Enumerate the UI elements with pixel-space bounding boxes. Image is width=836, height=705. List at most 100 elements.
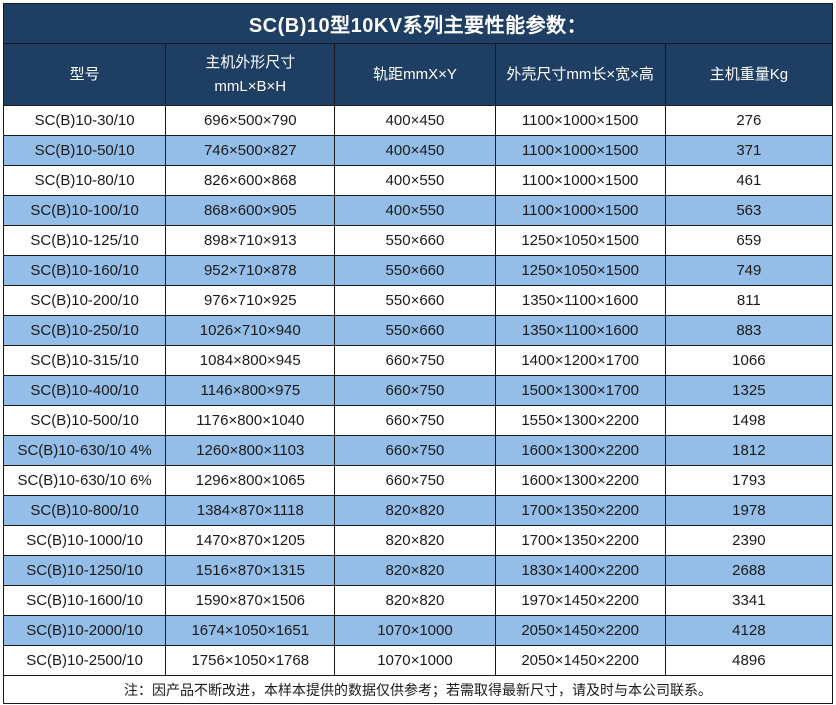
column-header-3: 外壳尺寸mm长×宽×高 xyxy=(494,43,666,106)
table-cell: 550×660 xyxy=(334,255,496,286)
table-row: SC(B)10-100/10 868×600×905 400×550 1100×100… xyxy=(2,195,834,226)
table-cell: 1400×1200×1700 xyxy=(494,345,666,376)
table-cell: SC(B)10-630/10 6% xyxy=(2,465,167,496)
table-cell: SC(B)10-200/10 xyxy=(2,285,167,316)
table-cell: 1384×870×1118 xyxy=(165,495,336,526)
table-cell: 952×710×878 xyxy=(165,255,336,286)
footnote: 注：因产品不断改进，本样本提供的数据仅供参考；若需取得最新尺寸，请及时与本公司联… xyxy=(3,675,833,704)
table-row: SC(B)10-1000/10 1470×870×1205 820×820 1700×… xyxy=(2,525,834,556)
table-row: SC(B)10-30/10 696×500×790 400×450 1100×1000… xyxy=(2,105,834,136)
table-cell: 1026×710×940 xyxy=(165,315,336,346)
spec-sheet: SC(B)10型10KV系列主要性能参数： 型号 主机外形尺寸 mmL×B×H 轨距… xyxy=(2,3,834,704)
table-cell: 1100×1000×1500 xyxy=(494,135,666,166)
column-header-1: 主机外形尺寸 mmL×B×H xyxy=(165,43,336,106)
table-cell: 550×660 xyxy=(334,225,496,256)
table-cell: 1700×1350×2200 xyxy=(494,495,666,526)
table-cell: 660×750 xyxy=(334,375,496,406)
table-cell: 1100×1000×1500 xyxy=(494,165,666,196)
table-cell: 276 xyxy=(664,105,834,136)
table-cell: 1350×1100×1600 xyxy=(494,315,666,346)
table-cell: SC(B)10-400/10 xyxy=(2,375,167,406)
table-cell: 746×500×827 xyxy=(165,135,336,166)
table-cell: 1070×1000 xyxy=(334,615,496,646)
table-cell: 1250×1050×1500 xyxy=(494,225,666,256)
table-cell: 1978 xyxy=(664,495,834,526)
table-cell: 868×600×905 xyxy=(165,195,336,226)
table-cell: 696×500×790 xyxy=(165,105,336,136)
table-cell: 550×660 xyxy=(334,315,496,346)
table-cell: SC(B)10-50/10 xyxy=(2,135,167,166)
table-cell: 898×710×913 xyxy=(165,225,336,256)
table-cell: 1700×1350×2200 xyxy=(494,525,666,556)
table-cell: 400×550 xyxy=(334,195,496,226)
page-title: SC(B)10型10KV系列主要性能参数： xyxy=(3,3,833,44)
table-cell: 1550×1300×2200 xyxy=(494,405,666,436)
table-row: SC(B)10-500/10 1176×800×1040 660×750 1550×1… xyxy=(2,405,834,436)
table-cell: SC(B)10-1600/10 xyxy=(2,585,167,616)
title-row: SC(B)10型10KV系列主要性能参数： xyxy=(3,3,833,44)
table-cell: 2688 xyxy=(664,555,834,586)
table-cell: 1350×1100×1600 xyxy=(494,285,666,316)
table-header-row: 型号 主机外形尺寸 mmL×B×H 轨距mmX×Y 外壳尺寸mm长×宽×高 主机重量Kg xyxy=(2,43,834,106)
table-cell: 883 xyxy=(664,315,834,346)
table-cell: SC(B)10-2500/10 xyxy=(2,645,167,676)
table-cell: 1590×870×1506 xyxy=(165,585,336,616)
note-row: 注：因产品不断改进，本样本提供的数据仅供参考；若需取得最新尺寸，请及时与本公司联… xyxy=(3,675,833,704)
table-cell: SC(B)10-125/10 xyxy=(2,225,167,256)
table-cell: 1516×870×1315 xyxy=(165,555,336,586)
table-cell: 1674×1050×1651 xyxy=(165,615,336,646)
table-cell: 820×820 xyxy=(334,555,496,586)
table-cell: 1600×1300×2200 xyxy=(494,465,666,496)
spec-table: SC(B)10型10KV系列主要性能参数： 型号 主机外形尺寸 mmL×B×H 轨距… xyxy=(2,3,834,704)
table-row: SC(B)10-400/10 1146×800×975 660×750 1500×13… xyxy=(2,375,834,406)
table-cell: SC(B)10-30/10 xyxy=(2,105,167,136)
column-header-2: 轨距mmX×Y xyxy=(334,43,496,106)
table-cell: 1793 xyxy=(664,465,834,496)
table-row: SC(B)10-80/10 826×600×868 400×550 1100×1000… xyxy=(2,165,834,196)
table-cell: SC(B)10-500/10 xyxy=(2,405,167,436)
table-cell: 820×820 xyxy=(334,525,496,556)
table-cell: 749 xyxy=(664,255,834,286)
table-cell: 660×750 xyxy=(334,435,496,466)
table-row: SC(B)10-160/10 952×710×878 550×660 1250×105… xyxy=(2,255,834,286)
table-row: SC(B)10-250/10 1026×710×940 550×660 1350×11… xyxy=(2,315,834,346)
column-header-0: 型号 xyxy=(2,43,167,106)
table-cell: SC(B)10-1000/10 xyxy=(2,525,167,556)
table-row: SC(B)10-1250/10 1516×870×1315 820×820 1830×… xyxy=(2,555,834,586)
table-cell: 2390 xyxy=(664,525,834,556)
table-cell: 400×450 xyxy=(334,105,496,136)
table-cell: 820×820 xyxy=(334,585,496,616)
table-cell: SC(B)10-160/10 xyxy=(2,255,167,286)
table-cell: 1756×1050×1768 xyxy=(165,645,336,676)
table-cell: 550×660 xyxy=(334,285,496,316)
table-row: SC(B)10-315/10 1084×800×945 660×750 1400×12… xyxy=(2,345,834,376)
table-cell: SC(B)10-315/10 xyxy=(2,345,167,376)
table-cell: 400×550 xyxy=(334,165,496,196)
table-cell: 811 xyxy=(664,285,834,316)
table-row: SC(B)10-630/10 6% 1296×800×1065 660×750 160… xyxy=(2,465,834,496)
table-cell: 1470×870×1205 xyxy=(165,525,336,556)
table-cell: 826×600×868 xyxy=(165,165,336,196)
table-cell: 1146×800×975 xyxy=(165,375,336,406)
table-cell: SC(B)10-80/10 xyxy=(2,165,167,196)
table-row: SC(B)10-50/10 746×500×827 400×450 1100×1000… xyxy=(2,135,834,166)
table-cell: 1600×1300×2200 xyxy=(494,435,666,466)
table-cell: 1970×1450×2200 xyxy=(494,585,666,616)
table-cell: SC(B)10-100/10 xyxy=(2,195,167,226)
table-cell: 1260×800×1103 xyxy=(165,435,336,466)
table-cell: 1176×800×1040 xyxy=(165,405,336,436)
table-cell: 3341 xyxy=(664,585,834,616)
table-body: SC(B)10-30/10 696×500×790 400×450 1100×1000… xyxy=(2,105,834,676)
table-row: SC(B)10-630/10 4% 1260×800×1103 660×750 160… xyxy=(2,435,834,466)
table-cell: 4896 xyxy=(664,645,834,676)
table-cell: 563 xyxy=(664,195,834,226)
table-cell: 4128 xyxy=(664,615,834,646)
table-cell: SC(B)10-630/10 4% xyxy=(2,435,167,466)
table-cell: 371 xyxy=(664,135,834,166)
table-cell: 400×450 xyxy=(334,135,496,166)
table-cell: SC(B)10-2000/10 xyxy=(2,615,167,646)
table-cell: SC(B)10-800/10 xyxy=(2,495,167,526)
table-cell: 2050×1450×2200 xyxy=(494,615,666,646)
table-cell: 660×750 xyxy=(334,345,496,376)
table-cell: 1070×1000 xyxy=(334,645,496,676)
